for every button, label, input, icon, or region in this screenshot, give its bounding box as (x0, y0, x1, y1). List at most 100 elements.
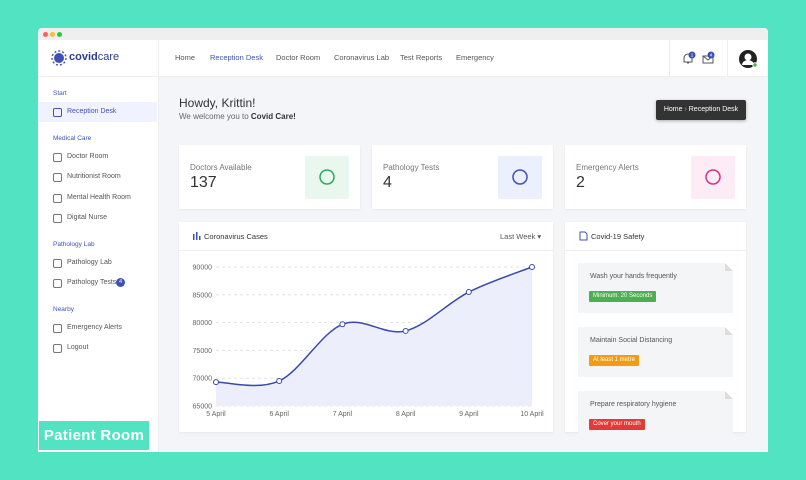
y-tick-label: 75000 (193, 348, 213, 355)
fold (725, 327, 733, 335)
y-tick-label: 65000 (193, 404, 213, 411)
divider (727, 40, 728, 76)
sidebar-item[interactable]: Mental Health Room (67, 193, 131, 201)
icon (512, 169, 528, 185)
area (216, 267, 532, 406)
sidebar-section: Nearby (53, 305, 74, 313)
breadcrumb: Home › Reception Desk (656, 100, 746, 120)
crumb: Reception Desk (688, 106, 739, 113)
brand: covidcare (69, 51, 120, 63)
stat-value: 2 (576, 174, 585, 191)
nav-item[interactable]: Test Reports (400, 53, 443, 62)
chart-icon (193, 232, 201, 240)
sidebar-item[interactable]: Reception Desk (67, 108, 117, 115)
mail-badge: 4 (710, 53, 713, 58)
x-tick-label: 8 April (396, 411, 416, 418)
x-tick-label: 9 April (459, 411, 479, 418)
nav-item[interactable]: Coronavirus Lab (334, 53, 390, 62)
stat-value: 4 (383, 174, 392, 191)
top-bar (38, 40, 768, 77)
safety-item (578, 263, 733, 313)
safety-tag: Minimum: 20 Seconds (589, 291, 657, 302)
notification-icons[interactable]: 1 4 (680, 50, 720, 68)
close-dot[interactable] (43, 32, 48, 37)
stat-icon (498, 156, 542, 199)
y-tick-label: 80000 (193, 320, 213, 327)
x-tick-label: 6 April (269, 411, 289, 418)
sidebar-item[interactable]: Nutritionist Room (67, 173, 121, 180)
point (402, 327, 409, 334)
safety-text: Wash your hands frequently (590, 273, 677, 280)
divider (179, 250, 553, 251)
safety-item (578, 327, 733, 377)
sidebar-item[interactable]: Pathology Tests (67, 279, 117, 286)
sidebar-icon (53, 344, 62, 353)
greeting-title: Howdy, Krittin! (179, 96, 256, 110)
line (215, 266, 533, 387)
sidebar-icon (53, 152, 62, 162)
sidebar-item[interactable]: Doctor Room (67, 152, 109, 160)
stat-icon (305, 156, 349, 199)
divider (565, 250, 746, 251)
fold (725, 391, 733, 399)
safety-text: Maintain Social Distancing (590, 337, 673, 344)
stat-label: Emergency Alerts (576, 163, 639, 172)
sidebar-item[interactable]: Emergency Alerts (67, 323, 122, 331)
sidebar-section: Pathology Lab (53, 240, 95, 248)
stat-icon (691, 156, 735, 199)
icon (705, 169, 721, 185)
sidebar-icon (53, 279, 62, 288)
safety-tag: At least 1 metre (589, 355, 640, 366)
divider (158, 40, 159, 76)
nav-item[interactable]: Doctor Room (276, 53, 321, 62)
y-tick-label: 85000 (193, 292, 213, 299)
badge: 4 (116, 278, 125, 287)
point (339, 321, 346, 328)
max-dot[interactable] (57, 32, 62, 37)
sidebar-item[interactable]: Pathology Lab (67, 258, 112, 266)
active-bg (38, 102, 157, 122)
chart-title: Coronavirus Cases (204, 232, 268, 241)
welcome: We welcome you to Covid Care! (179, 112, 296, 121)
divider (669, 40, 670, 76)
stat-label: Doctors Available (190, 163, 252, 172)
sidebar-icon (53, 173, 62, 182)
safety-tag: Cover your mouth (589, 419, 645, 430)
sidebar-icon (53, 214, 62, 223)
sidebar-icon (53, 258, 62, 268)
safety-text: Prepare respiratory hygiene (590, 401, 677, 408)
y-tick-label: 90000 (193, 265, 213, 272)
sidebar-section: Start (53, 90, 67, 97)
x-tick-label: 10 April (520, 411, 544, 418)
nav-item[interactable]: Emergency (456, 53, 494, 62)
avatar[interactable] (738, 49, 760, 69)
safety-item (578, 391, 733, 441)
chart: 65000 70000 75000 80000 85000 90000 5 April 6 A… (193, 264, 544, 418)
title-bar (38, 28, 768, 40)
min-dot[interactable] (50, 32, 55, 37)
icon (319, 169, 335, 185)
sidebar-icon (53, 323, 62, 333)
point (213, 379, 219, 386)
sidebar-section: Medical Care (53, 134, 92, 142)
room-label: Patient Room (38, 420, 150, 451)
sidebar-icon (53, 108, 62, 117)
sidebar-item[interactable]: Digital Nurse (67, 214, 108, 221)
bell-badge: 1 (691, 53, 694, 58)
point (276, 377, 283, 384)
point (529, 264, 535, 270)
fold (725, 263, 733, 271)
doc-icon (579, 231, 588, 241)
logo-icon (51, 50, 67, 66)
nav-item[interactable]: Home (175, 53, 196, 62)
filter-dropdown[interactable]: Last Week ▾ (500, 232, 542, 241)
point (465, 289, 472, 296)
safety-title: Covid-19 Safety (591, 232, 645, 241)
stat-label: Pathology Tests (383, 163, 440, 172)
nav-item[interactable]: Reception Desk (210, 53, 263, 62)
y-tick-label: 70000 (193, 376, 213, 383)
crumb[interactable]: Home (663, 106, 683, 113)
x-tick-label: 5 April (206, 411, 226, 418)
sidebar-item[interactable]: Logout (67, 344, 89, 351)
